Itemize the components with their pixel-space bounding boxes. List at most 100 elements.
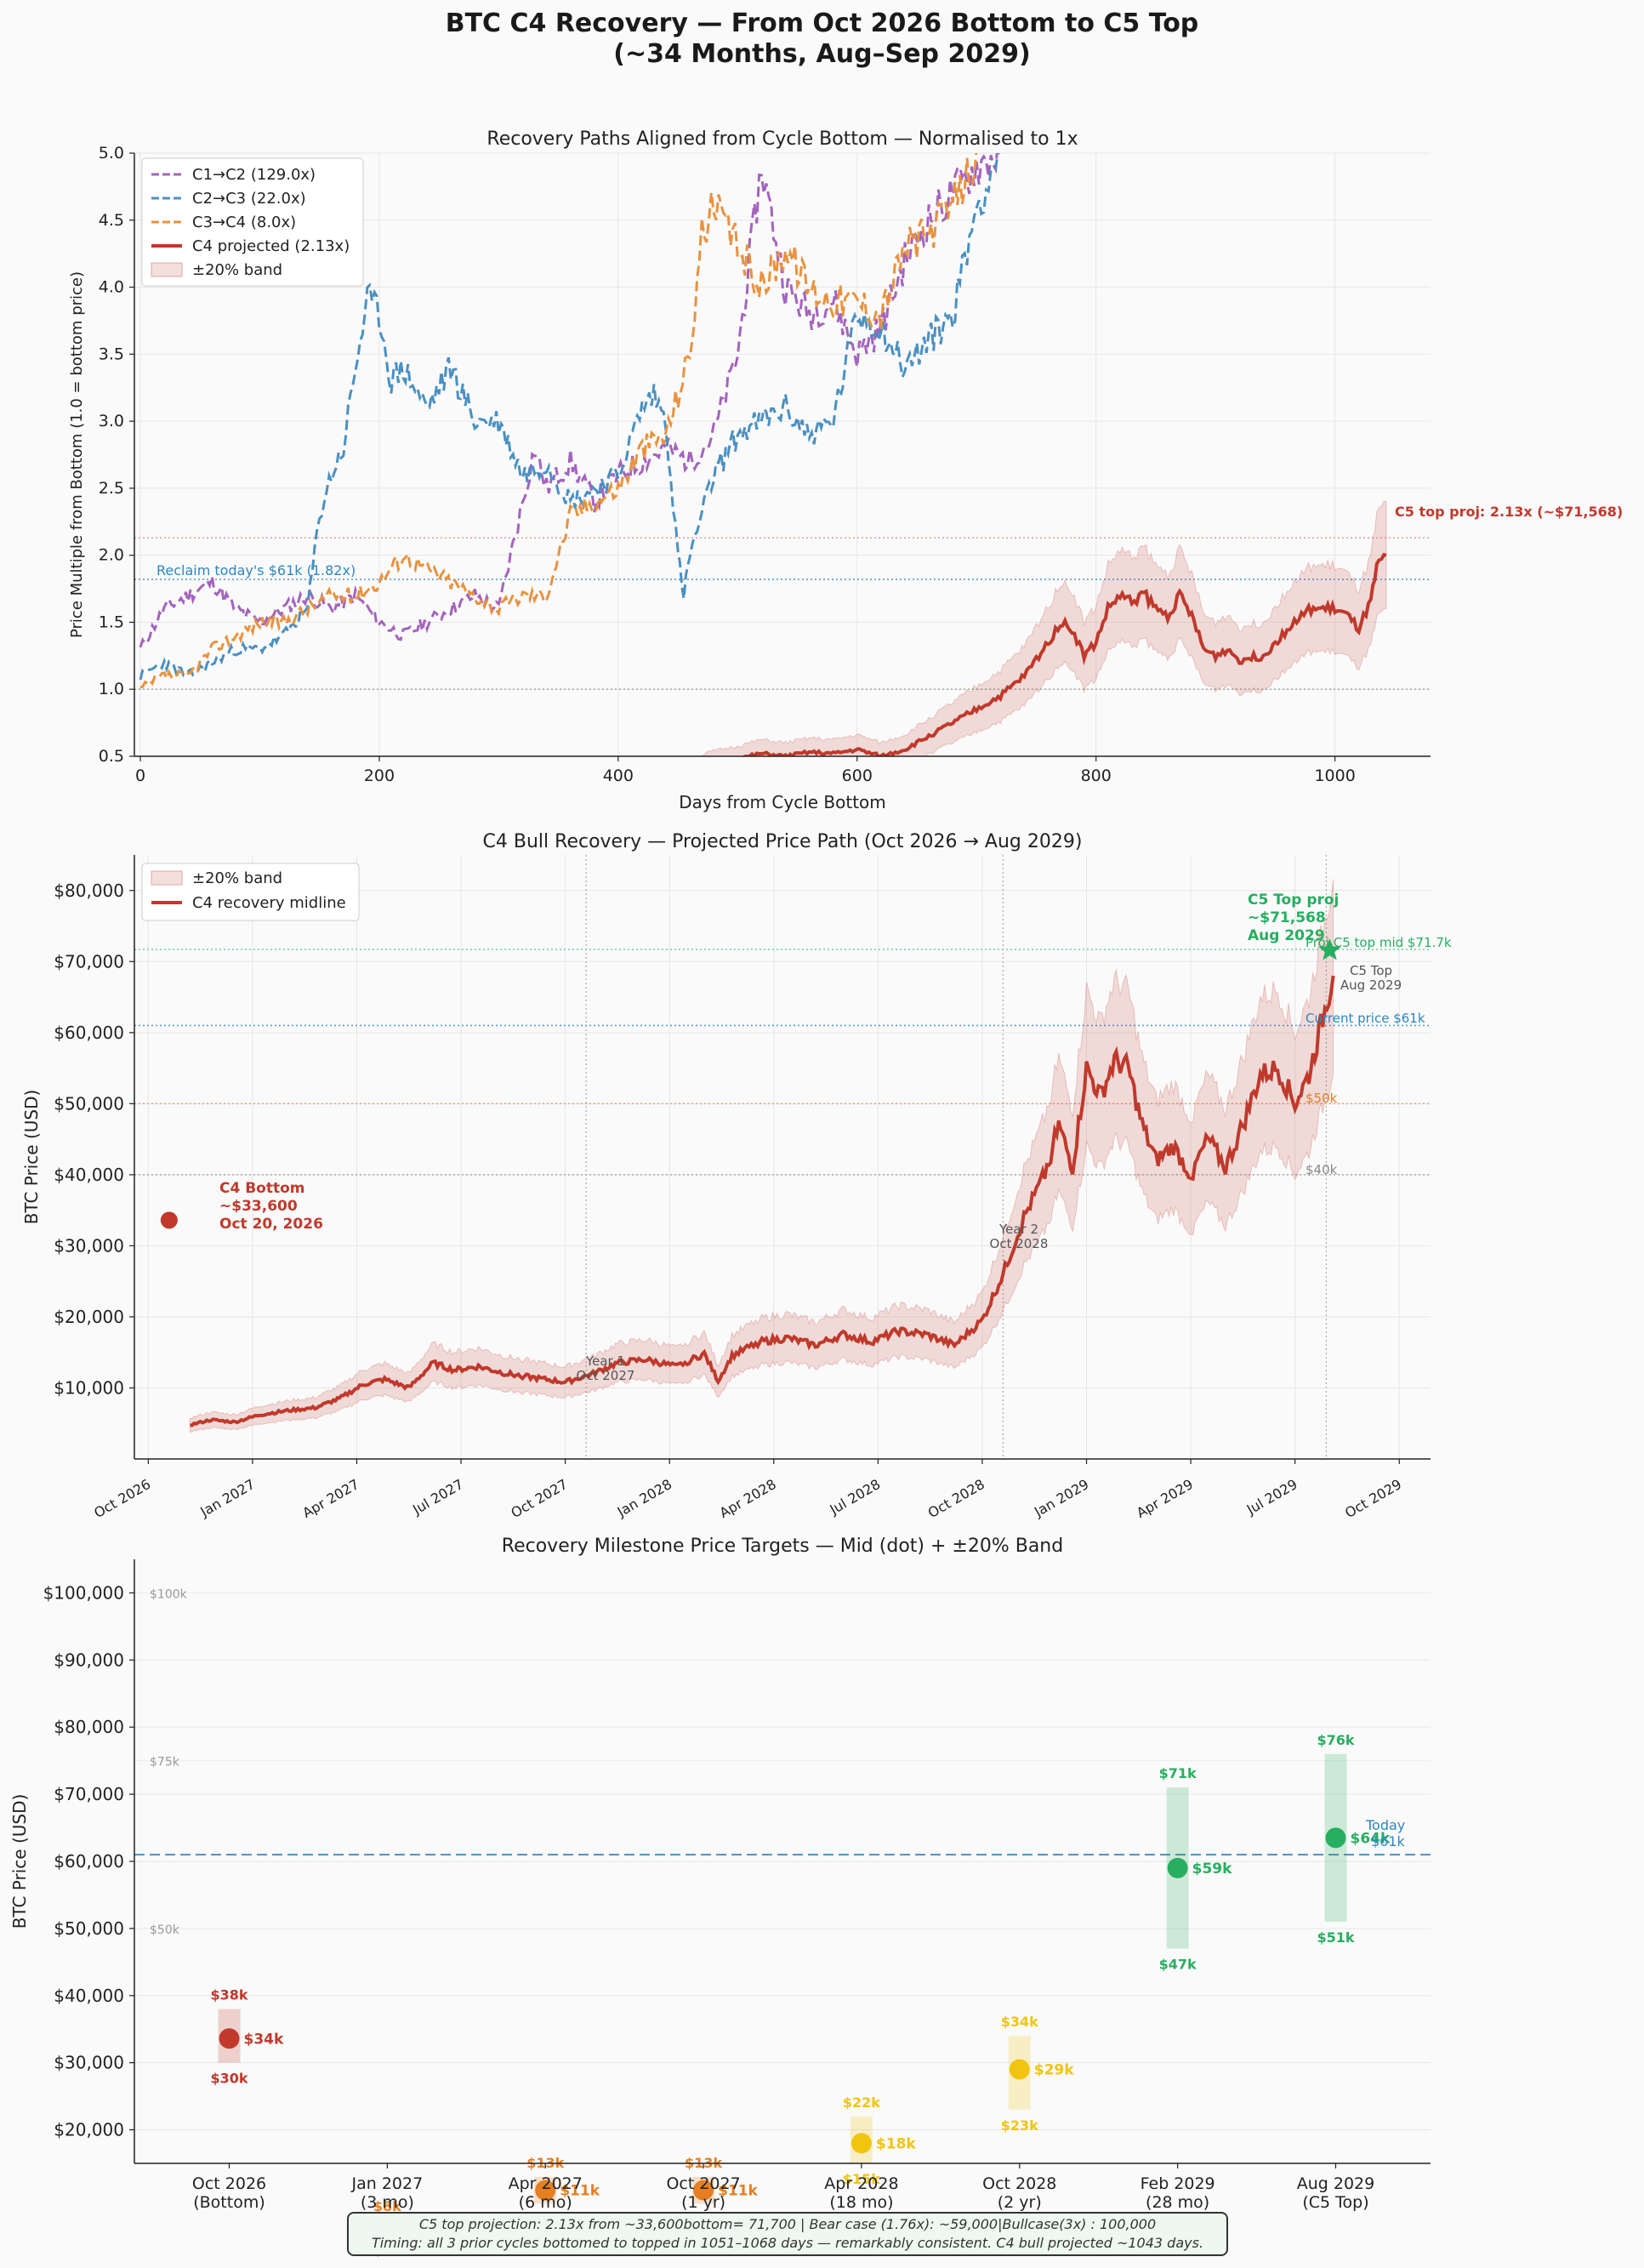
milestone-mid-label: $64k [1350,1830,1390,1847]
y-tick-label: $70,000 [54,1784,124,1804]
panel-2-title: C4 Bull Recovery — Projected Price Path … [483,831,1083,852]
panel-2: $10,000 $20,000 $30,000 $40,000 $50,000 $60,0… [54,855,1452,1521]
title-line-1: BTC C4 Recovery — From Oct 2026 Bottom t… [445,9,1199,38]
panel-3-marks: $34k$38k$30k$6k$8k$5k$11k$13k$9k$11k$13k… [134,1732,1431,2258]
p50-hline-label: $50k [1306,1091,1338,1106]
milestone-mid-dot [1009,2059,1030,2080]
x-tick-label: 200 [364,766,395,785]
panel-2-series [134,855,1431,1459]
y-tick-label: 5.0 [99,144,124,162]
panel-3: $20,000 $30,000 $40,000 $50,000 $60,000 $70,0… [43,1559,1431,2258]
panel-1: 0.5 1.0 1.5 2.0 2.5 3.0 3.5 4.0 4.5 5.0 0 200 400 600… [99,144,1431,785]
milestone-high-label: $38k [210,1987,247,2003]
footer-note: C5 top projection: 2.13x from ~33,600bot… [347,2212,1228,2256]
c4-band [696,500,1387,756]
milestone-x-sublabel: (3 mo) [361,2193,414,2212]
milestone-mid-dot [219,2028,240,2049]
legend-swatch [151,870,183,886]
x-tick-label: 0 [135,766,145,785]
milestone-x-label: Apr 2028 [824,2174,898,2193]
milestone-x-sublabel: (18 mo) [829,2193,893,2212]
c5-top-marker-date: Aug 2029 [1340,977,1402,993]
y-tick-label: $20,000 [54,1307,124,1327]
x-tick-label: 400 [603,766,634,785]
title-line-2: (~34 Months, Aug–Sep 2029) [613,39,1031,69]
x-tick-label: Apr 2029 [1134,1476,1196,1521]
milestone-mid-dot [1167,1857,1188,1878]
year2-marker: Year 2 [998,1222,1038,1237]
y-tick-label: $80,000 [54,880,124,901]
y-tick-label: $30,000 [54,2053,124,2073]
milestone-x-label: Jan 2027 [351,2174,424,2193]
x-tick-label: Apr 2028 [717,1476,779,1521]
c5-top-label: Aug 2029 [1248,927,1325,944]
panel-1-ylabel: Price Multiple from Bottom (1.0 = bottom… [68,271,86,638]
milestone-x-label: Oct 2026 [192,2174,266,2193]
panel-2-legend: ±20% band C4 recovery midline [141,863,360,921]
milestone-mid-dot [850,2133,872,2154]
x-tick-label: Oct 2026 [91,1476,153,1521]
c5-top-label: C5 Top proj [1248,892,1339,909]
x-tick-label: Oct 2029 [1342,1476,1404,1521]
current-price-hline-label: Current price $61k [1306,1011,1425,1026]
y-tick-label: 3.5 [99,345,124,363]
y-tick-label: 1.0 [99,680,124,698]
milestone-high-label: $34k [1001,2014,1038,2030]
milestone-x-sublabel: (28 mo) [1146,2193,1209,2212]
y-tick-label: $60,000 [54,1851,124,1872]
y-tick-label: $40,000 [54,1165,124,1185]
x-tick-label: Jul 2029 [1243,1476,1300,1519]
milestone-mid-label: $11k [718,2183,758,2200]
x-tick-label: Jul 2028 [827,1476,884,1519]
y-tick-label: 4.5 [99,211,124,230]
legend-box [141,863,360,921]
panel-1-series [134,153,1431,756]
y-tick-label: $50,000 [54,1093,124,1114]
milestone-x-sublabel: (Bottom) [193,2193,265,2212]
milestone-low-label: $30k [210,2071,247,2087]
year2-marker-date: Oct 2028 [990,1236,1049,1251]
panel-1-xlabel: Days from Cycle Bottom [679,792,886,812]
milestone-mid-label: $11k [560,2183,600,2200]
c5-top-annotation: C5 top proj: 2.13x (~$71,568) [1395,504,1623,520]
milestone-x-label: Feb 2029 [1141,2174,1215,2193]
x-tick-label: 600 [842,766,873,785]
today-label: Today [1365,1817,1405,1833]
y-tick-label: $60,000 [54,1023,124,1043]
figure-title: BTC C4 Recovery — From Oct 2026 Bottom t… [0,9,1644,70]
c4-bottom-label: Oct 20, 2026 [219,1216,323,1233]
c5-top-label: ~$71,568 [1248,909,1326,926]
panel-2-ylabel: BTC Price (USD) [21,1090,42,1225]
y-tick-label: 4.0 [99,278,124,297]
y-tick-label: 1.5 [99,613,124,631]
series-line-c2 [139,153,1001,681]
series-line-c3 [139,153,978,689]
c5-top-marker: C5 Top [1350,963,1392,978]
c5-mid-hline-label: Proj C5 top mid $71.7k [1306,935,1452,950]
y-tick-label: $10,000 [54,1377,124,1398]
y-tick-label: $20,000 [54,2120,124,2140]
milestone-x-label: Aug 2029 [1297,2174,1375,2193]
legend-swatch [151,262,183,277]
milestone-high-label: $71k [1159,1765,1197,1781]
milestone-mid-dot [1325,1827,1346,1849]
c5-top-star [1318,938,1341,960]
y-tick-label: $30,000 [54,1235,124,1256]
year1-marker-date: Oct 2027 [577,1368,635,1383]
x-tick-label: Apr 2027 [299,1476,361,1521]
legend-entry: C1→C2 (129.0x) [192,166,316,184]
year1-marker: Year 1 [585,1353,625,1369]
milestone-x-label: Oct 2027 [666,2174,740,2193]
reference-level-label: $50k [150,1923,180,1937]
c4-bottom-label: C4 Bottom [219,1180,305,1197]
y-tick-label: 0.5 [99,747,124,766]
reference-level-label: $75k [150,1756,180,1769]
y-tick-label: $100,000 [43,1582,124,1603]
y-tick-label: $70,000 [54,951,124,972]
milestone-x-label: Apr 2027 [509,2174,583,2193]
panel-3-ylabel: BTC Price (USD) [9,1794,30,1929]
c4-band [189,879,1334,1433]
legend-entry: ±20% band [192,869,282,887]
p40-hline-label: $40k [1306,1162,1338,1177]
